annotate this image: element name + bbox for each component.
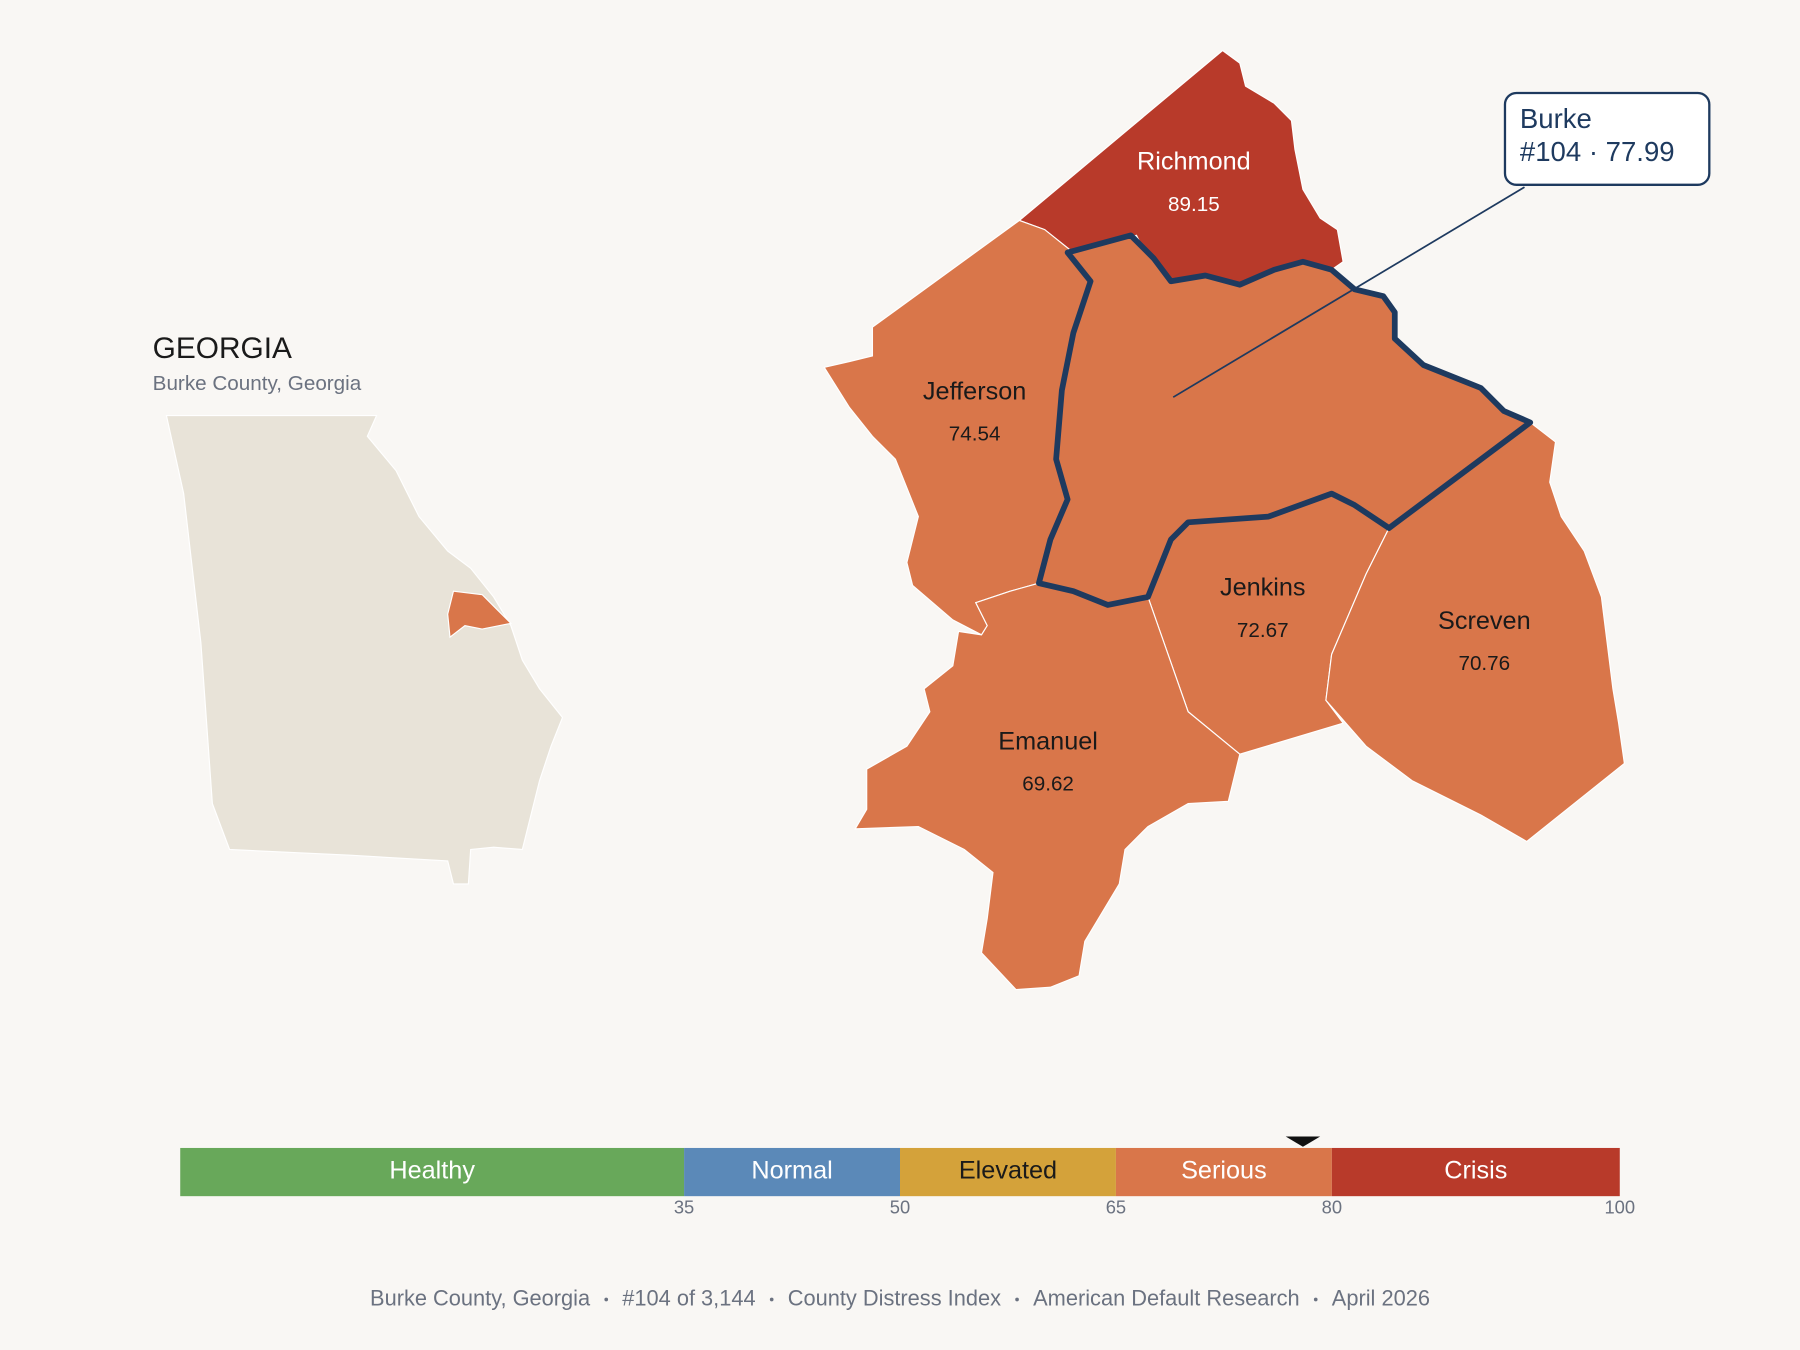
legend-tick-label: 50 [890, 1197, 910, 1218]
county-name: Richmond [1137, 148, 1251, 176]
county-value: 74.54 [949, 423, 1001, 446]
inset-subtitle: Burke County, Georgia [153, 372, 362, 395]
county-name: Screven [1438, 607, 1531, 635]
legend-band-label: Serious [1181, 1157, 1267, 1185]
county-name: Jefferson [923, 377, 1026, 405]
footer-item: American Default Research [1033, 1285, 1300, 1310]
inset-highlight [447, 590, 513, 639]
legend-tick-label: 35 [674, 1197, 694, 1218]
legend-band [180, 1147, 685, 1197]
legend-band [684, 1147, 900, 1197]
legend-tick-label: 100 [1604, 1197, 1635, 1218]
county-value: 70.76 [1458, 652, 1510, 675]
footer-separator [1313, 1297, 1318, 1302]
callout-title: Burke [1520, 103, 1592, 134]
footer: Burke County, Georgia #104 of 3,144 County… [370, 1285, 1430, 1310]
legend-band [900, 1147, 1116, 1197]
legend-band-label: Normal [751, 1157, 832, 1185]
legend-band [1115, 1147, 1332, 1197]
footer-item: April 2026 [1332, 1285, 1430, 1310]
legend-band-label: Healthy [389, 1157, 475, 1185]
county-value: 72.67 [1237, 619, 1289, 642]
callout-box [1503, 91, 1711, 186]
legend-band [1331, 1147, 1620, 1197]
footer-separator [1015, 1297, 1019, 1302]
legend-band-label: Elevated [959, 1157, 1057, 1185]
legend-tick-label: 80 [1322, 1197, 1342, 1218]
callout-leader [1172, 186, 1525, 398]
legend-marker [1285, 1136, 1321, 1147]
callout-detail: #104 · 77.99 [1520, 136, 1675, 167]
inset-title: GEORGIA [153, 332, 292, 365]
footer-item: County Distress Index [788, 1285, 1001, 1310]
county-layer: Richmond 89.15 Jefferson 74.54 Jenkins 72.67 S… [823, 49, 1625, 991]
legend-band-label: Crisis [1444, 1157, 1507, 1185]
county-name: Jenkins [1220, 574, 1306, 602]
footer-item: #104 of 3,144 [622, 1285, 755, 1310]
county-value: 69.62 [1022, 773, 1074, 796]
county-name: Emanuel [998, 727, 1098, 755]
footer-item: Burke County, Georgia [370, 1285, 591, 1310]
selected-county[interactable] [1036, 232, 1534, 608]
county[interactable] [1325, 421, 1625, 843]
legend: Healthy Normal Elevated Serious Crisis 35 50 65… [180, 1136, 1635, 1218]
footer-separator [769, 1297, 774, 1302]
legend-tick-label: 65 [1106, 1197, 1126, 1218]
state-shape [165, 414, 564, 885]
footer-separator [604, 1297, 609, 1302]
county-value: 89.15 [1168, 193, 1220, 216]
county[interactable] [854, 582, 1241, 991]
